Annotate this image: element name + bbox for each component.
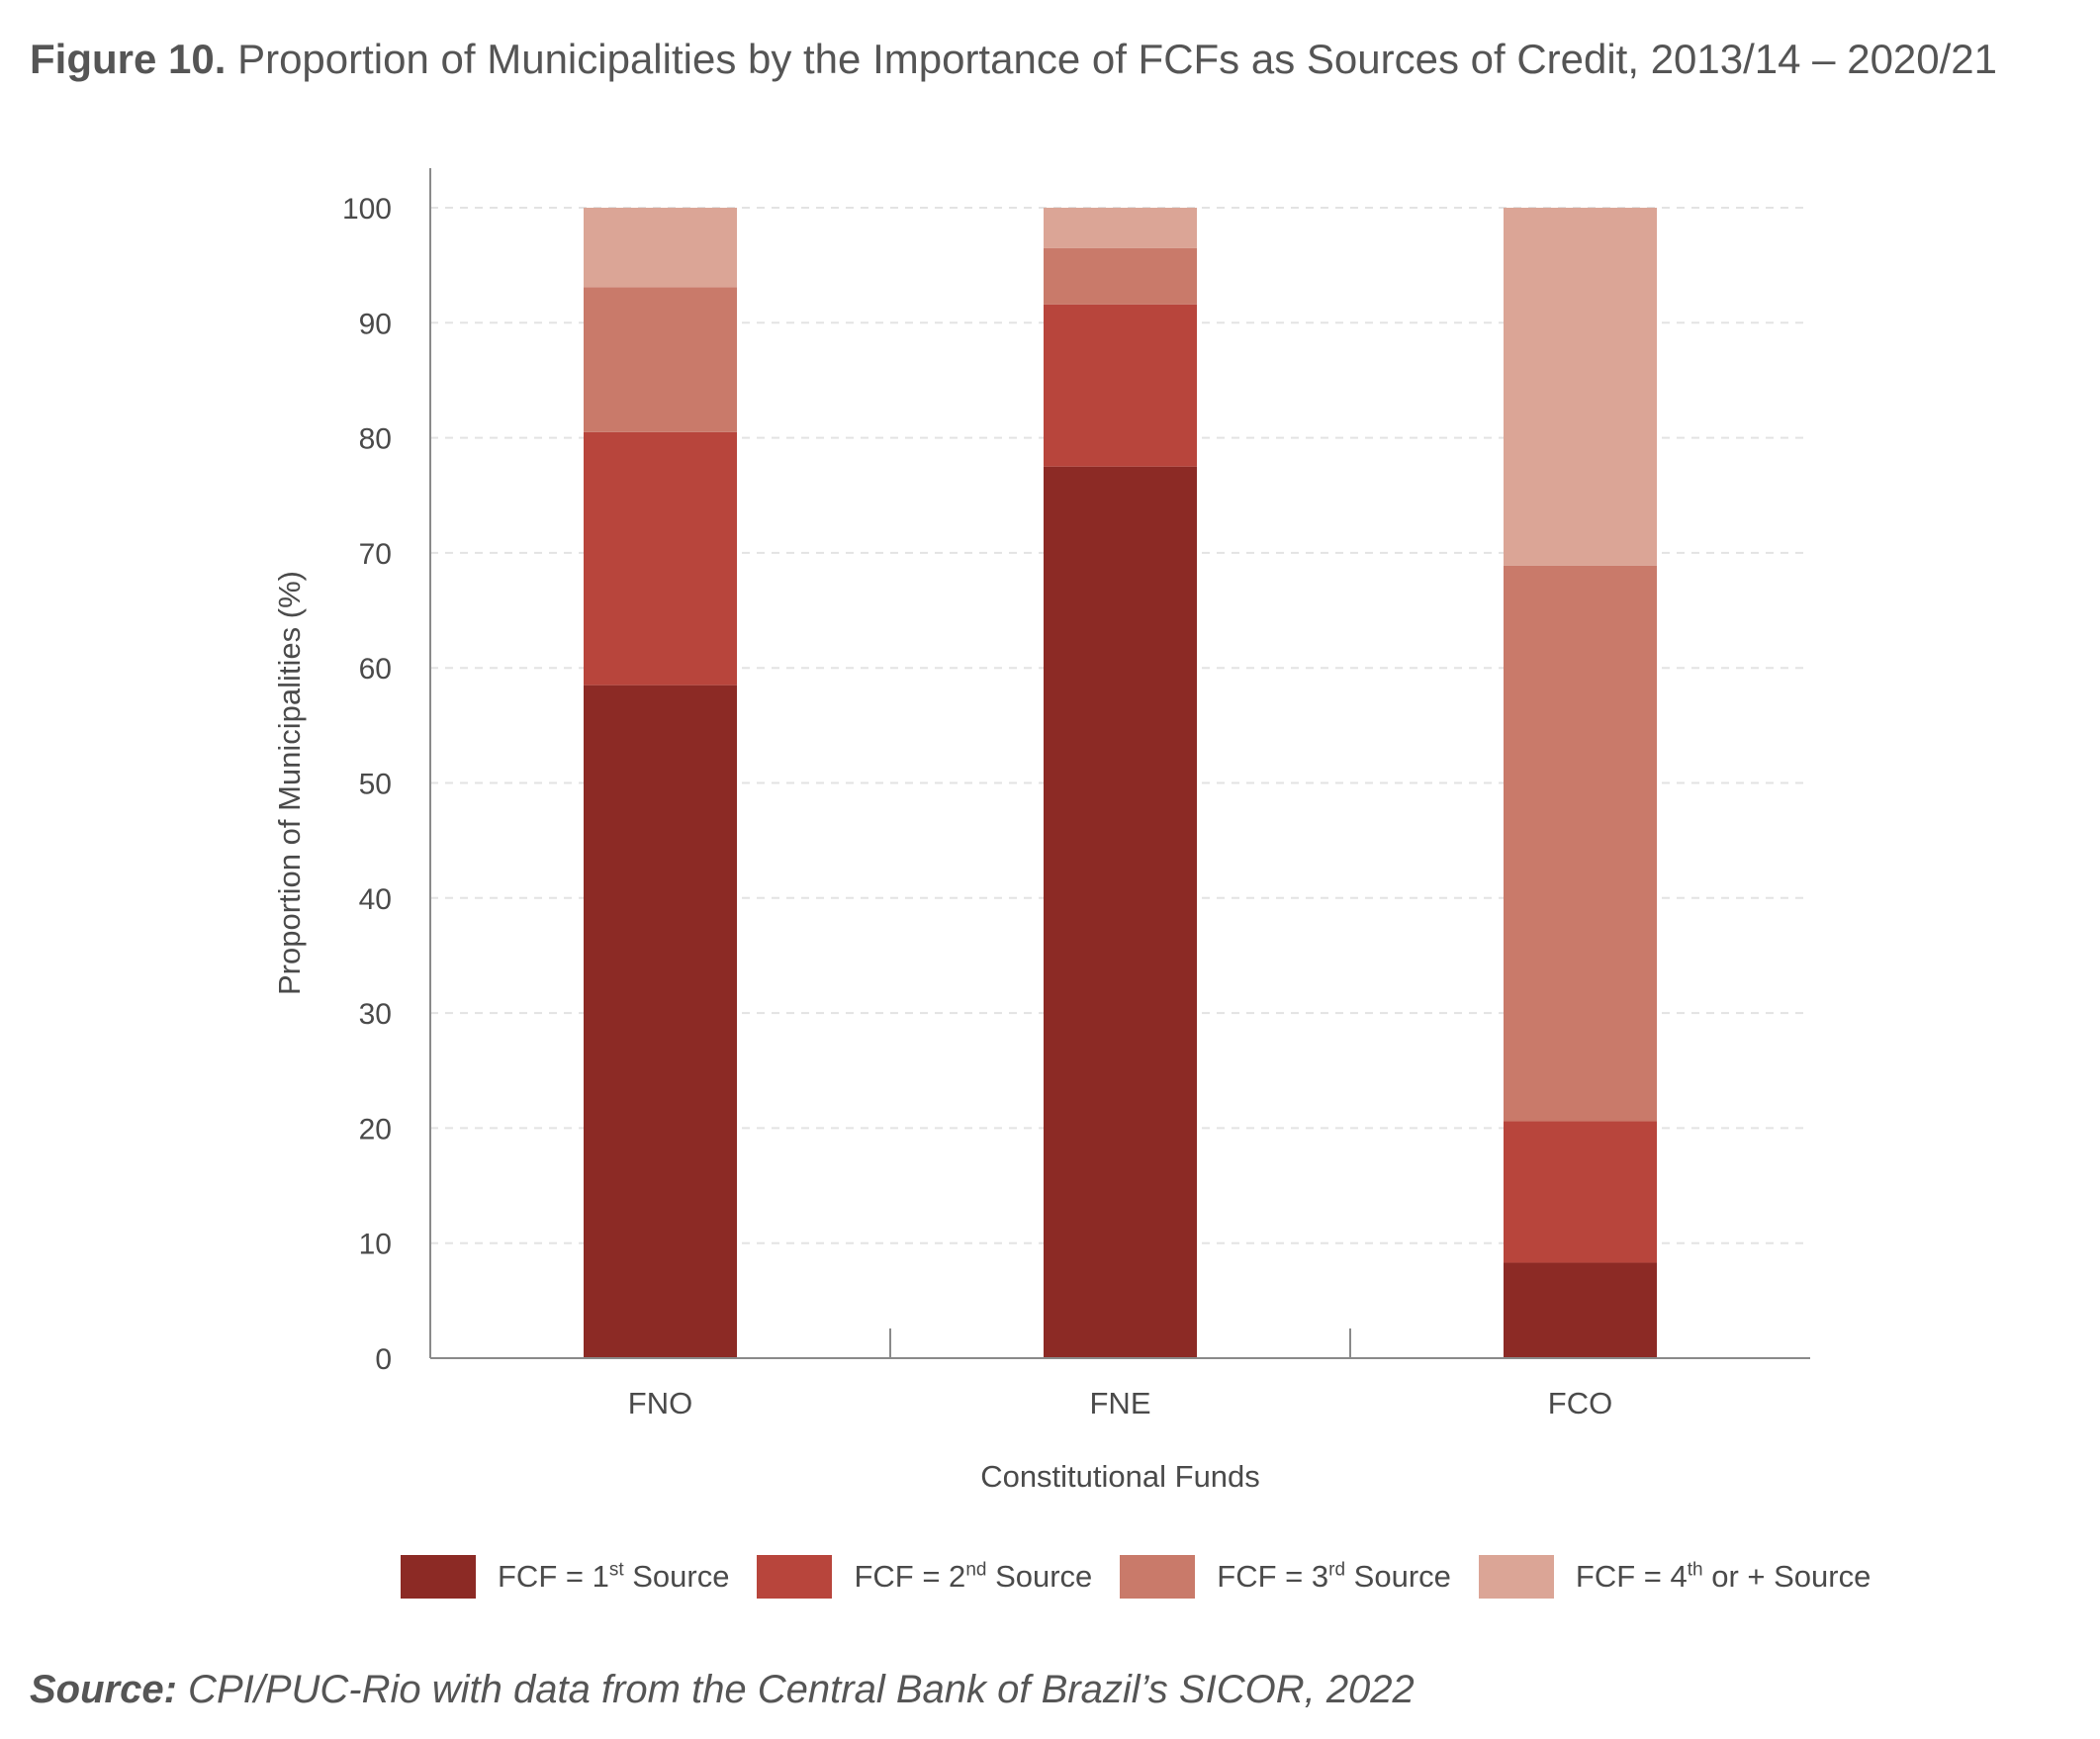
source-text: CPI/PUC-Rio with data from the Central B… [176, 1668, 1415, 1711]
y-axis-title: Proportion of Municipalities (%) [272, 571, 307, 995]
legend-swatch-1st-source [401, 1555, 476, 1599]
y-tick-label: 0 [375, 1343, 392, 1376]
figure-title: Figure 10. Proportion of Municipalities … [30, 36, 1997, 83]
y-tick-label: 40 [359, 883, 392, 916]
x-tick-label: FNO [628, 1386, 692, 1420]
source-label: Source: [30, 1668, 177, 1711]
y-tick-label: 60 [359, 653, 392, 686]
bar-segment [1504, 208, 1657, 566]
bar-segment [584, 287, 737, 432]
y-tick-label: 90 [359, 308, 392, 340]
figure-title-text: Proportion of Municipalities by the Impo… [226, 36, 1998, 82]
legend-swatch-3rd-source [1120, 1555, 1196, 1599]
chart-legend: FCF = 1st Source FCF = 2nd Source FCF = … [401, 1555, 1898, 1599]
bar-segment [584, 208, 737, 288]
legend-label-3rd-source: FCF = 3rd Source [1217, 1559, 1451, 1594]
bar-segment [1044, 247, 1197, 305]
legend-label-2nd-source: FCF = 2nd Source [854, 1559, 1093, 1594]
y-tick-label: 20 [359, 1113, 392, 1145]
x-tick-label: FNE [1090, 1386, 1151, 1420]
y-tick-label: 100 [342, 193, 392, 226]
x-axis-title: Constitutional Funds [980, 1459, 1260, 1494]
source-note: Source: CPI/PUC-Rio with data from the C… [30, 1668, 1415, 1712]
legend-item-1st-source: FCF = 1st Source [401, 1555, 729, 1599]
bar-segment [1044, 208, 1197, 248]
bar-segment [1504, 1121, 1657, 1263]
x-tick-label: FCO [1548, 1386, 1612, 1420]
y-tick-label: 30 [359, 998, 392, 1031]
y-tick-label: 80 [359, 423, 392, 456]
legend-swatch-4th-source [1478, 1555, 1554, 1599]
figure-label: Figure 10. [30, 36, 227, 82]
legend-item-4th-source: FCF = 4th or + Source [1478, 1555, 1872, 1599]
legend-item-3rd-source: FCF = 3rd Source [1120, 1555, 1451, 1599]
y-tick-label: 10 [359, 1229, 392, 1261]
y-tick-label: 70 [359, 538, 392, 571]
legend-label-1st-source: FCF = 1st Source [498, 1559, 730, 1594]
bar-segment [1504, 565, 1657, 1122]
bar-segment [584, 685, 737, 1358]
bar-segment [1504, 1262, 1657, 1358]
legend-swatch-2nd-source [757, 1555, 833, 1599]
bar-segment [1044, 466, 1197, 1358]
y-tick-label: 50 [359, 769, 392, 801]
legend-label-4th-source: FCF = 4th or + Source [1575, 1559, 1872, 1594]
legend-item-2nd-source: FCF = 2nd Source [757, 1555, 1092, 1599]
bar-segment [1044, 304, 1197, 467]
bar-segment [584, 431, 737, 686]
